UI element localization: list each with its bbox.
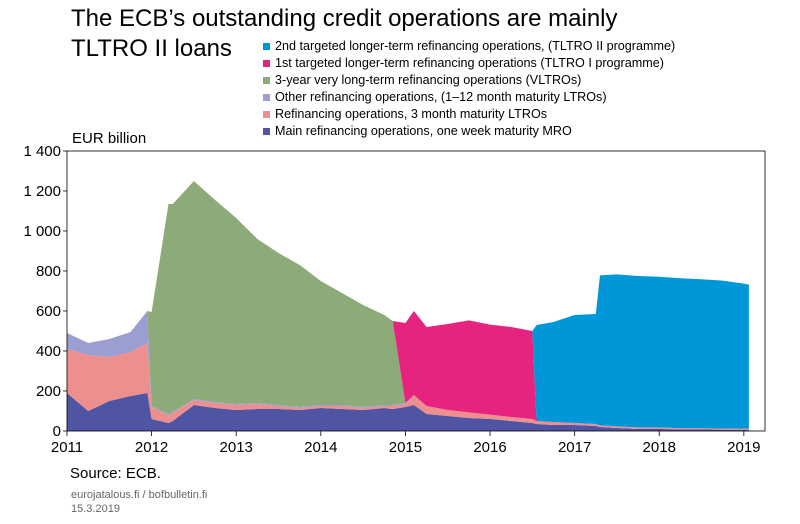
legend-swatch-tltro1 xyxy=(263,60,270,67)
legend-swatch-3m-ltro xyxy=(263,111,270,118)
x-tick-label: 2015 xyxy=(389,439,422,456)
y-tick-label: 1 000 xyxy=(23,223,61,240)
y-axis-unit-label: EUR billion xyxy=(72,130,147,147)
y-tick-label: 1 400 xyxy=(23,143,61,160)
area-series-3 xyxy=(67,181,749,429)
legend-label-mro: Main refinancing operations, one week ma… xyxy=(275,124,572,138)
chart-title-line-2: TLTRO II loans xyxy=(71,35,232,62)
legend: 2nd targeted longer-term refinancing ope… xyxy=(263,38,675,140)
x-tick-label: 2018 xyxy=(643,439,676,456)
publish-date: 15.3.2019 xyxy=(71,503,120,515)
y-tick-label: 200 xyxy=(36,383,61,400)
legend-swatch-vltro xyxy=(263,77,270,84)
area-series-1 xyxy=(67,343,749,430)
x-tick-label: 2014 xyxy=(304,439,337,456)
area-series-5 xyxy=(67,181,749,429)
area-layers xyxy=(67,181,749,431)
legend-label-other-ltro: Other refinancing operations, (1–12 mont… xyxy=(275,90,607,104)
legend-item-3m-ltro: Refinancing operations, 3 month maturity… xyxy=(263,106,675,123)
legend-label-vltro: 3-year very long-term refinancing operat… xyxy=(275,73,582,87)
y-tick-label: 800 xyxy=(36,263,61,280)
stacked-area-chart: 0 200 400 600 800 1 000 1 200 1 400 2011 2012 2013… xyxy=(23,143,766,456)
y-tick-label: 0 xyxy=(53,423,61,440)
x-tick-label: 2017 xyxy=(558,439,591,456)
x-tick-label: 2016 xyxy=(473,439,506,456)
x-tick-label: 2019 xyxy=(727,439,760,456)
y-tick-label: 400 xyxy=(36,343,61,360)
source-note: Source: ECB. xyxy=(70,465,161,482)
legend-item-other-ltro: Other refinancing operations, (1–12 mont… xyxy=(263,89,675,106)
x-tick-label: 2013 xyxy=(220,439,253,456)
y-tick-label: 600 xyxy=(36,303,61,320)
area-series-0 xyxy=(67,393,749,431)
y-tick-label: 1 200 xyxy=(23,183,61,200)
legend-swatch-other-ltro xyxy=(263,94,270,101)
legend-item-vltro: 3-year very long-term refinancing operat… xyxy=(263,72,675,89)
x-tick-label: 2012 xyxy=(135,439,168,456)
x-tick-label: 2011 xyxy=(51,439,83,456)
legend-swatch-mro xyxy=(263,128,270,135)
legend-label-3m-ltro: Refinancing operations, 3 month maturity… xyxy=(275,107,548,121)
axes: 0 200 400 600 800 1 000 1 200 1 400 2011 2012 2013… xyxy=(23,143,766,456)
legend-swatch-tltro2 xyxy=(263,43,270,50)
legend-item-mro: Main refinancing operations, one week ma… xyxy=(263,123,675,140)
site-credit: eurojatalous.fi / bofbulletin.fi xyxy=(71,489,208,501)
area-series-4 xyxy=(67,181,749,429)
legend-label-tltro1: 1st targeted longer-term refinancing ope… xyxy=(275,56,664,70)
legend-label-tltro2: 2nd targeted longer-term refinancing ope… xyxy=(275,39,676,53)
legend-item-tltro1: 1st targeted longer-term refinancing ope… xyxy=(263,55,675,72)
chart-title-line-1: The ECB’s outstanding credit operations … xyxy=(71,5,618,32)
legend-item-tltro2: 2nd targeted longer-term refinancing ope… xyxy=(263,38,675,55)
plot-frame xyxy=(66,150,766,432)
